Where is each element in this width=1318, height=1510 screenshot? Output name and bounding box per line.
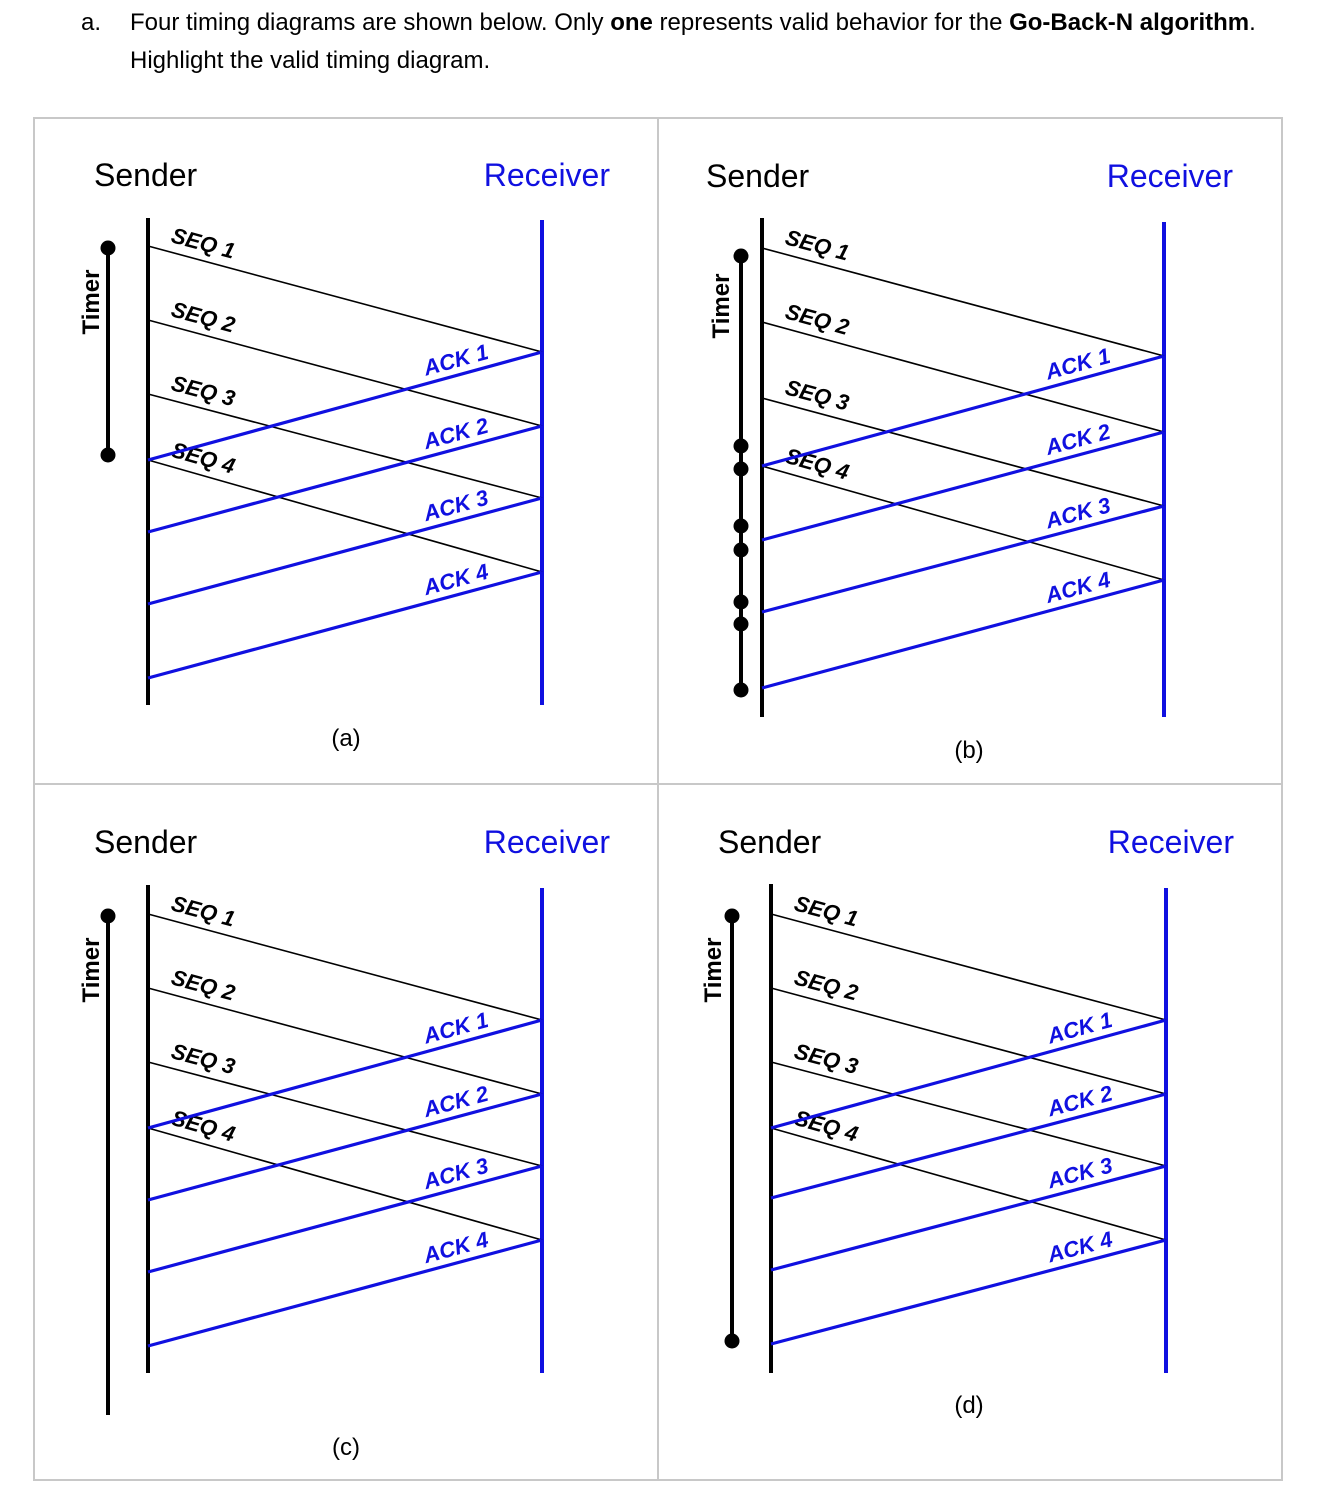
timer-dot — [100, 240, 116, 256]
ack-message-3 — [770, 1164, 1167, 1272]
seq-message-3 — [147, 1061, 543, 1167]
seq-message-3 — [761, 397, 1165, 507]
ack-message-4 — [147, 570, 543, 680]
timer-dot — [100, 908, 116, 924]
ack-message-2 — [770, 1092, 1167, 1200]
seq-message-4 — [761, 465, 1165, 581]
panel-caption: (a) — [331, 725, 360, 752]
ack-message-2 — [761, 430, 1165, 542]
ack-message-4 — [761, 578, 1165, 690]
timer-label: Timer — [700, 938, 727, 1003]
seq-label-2: SEQ 2 — [169, 965, 239, 1006]
panel-grid — [33, 117, 1283, 1481]
seq-label-2: SEQ 2 — [783, 299, 853, 340]
question-text-part: Four timing diagrams are shown below. On… — [130, 9, 611, 36]
timer-dot — [733, 518, 749, 534]
receiver-label: Receiver — [484, 824, 611, 860]
seq-message-2 — [770, 987, 1167, 1095]
seq-label-2: SEQ 2 — [169, 297, 239, 338]
timer-dot — [733, 616, 749, 632]
seq-label-1: SEQ 1 — [783, 225, 852, 266]
panel-caption: (d) — [954, 1392, 983, 1419]
ack-message-2 — [147, 1092, 543, 1202]
question-text-part: represents valid behavior for the — [652, 9, 1010, 36]
ack-message-3 — [147, 496, 543, 606]
timer: Timer — [78, 240, 116, 463]
timer: Timer — [708, 248, 749, 698]
timer-dot — [733, 438, 749, 454]
seq-message-2 — [147, 987, 543, 1095]
timer-dot — [724, 908, 740, 924]
seq-label-1: SEQ 1 — [792, 891, 861, 932]
timer-dot — [733, 542, 749, 558]
seq-label-3: SEQ 3 — [169, 1038, 238, 1079]
ack-message-4 — [770, 1238, 1167, 1346]
timer-dot — [733, 248, 749, 264]
sender-label: Sender — [94, 824, 198, 860]
ack-message-3 — [761, 504, 1165, 614]
seq-label-2: SEQ 2 — [792, 965, 862, 1006]
seq-message-4 — [147, 459, 543, 573]
timer-dot — [724, 1333, 740, 1349]
question-marker: a. — [81, 9, 102, 36]
timer-dot — [733, 682, 749, 698]
seq-label-1: SEQ 1 — [169, 891, 238, 932]
question-bold-algorithm: Go-Back-N algorithm — [1009, 9, 1250, 36]
timer-dot — [100, 447, 116, 463]
seq-message-1 — [147, 245, 543, 353]
ack-message-3 — [147, 1164, 543, 1274]
question: a. Four timing diagrams are shown below.… — [0, 0, 1318, 100]
question-text: Four timing diagrams are shown below. On… — [130, 4, 1270, 80]
timer-dot — [733, 594, 749, 610]
question-bold-one: one — [610, 9, 653, 36]
seq-message-4 — [147, 1127, 543, 1241]
receiver-label: Receiver — [1108, 824, 1235, 860]
seq-label-1: SEQ 1 — [169, 223, 238, 264]
timer-label: Timer — [708, 274, 735, 339]
question-text-part: . Highlight the valid timing diagram. — [130, 9, 1256, 74]
ack-message-2 — [147, 424, 543, 534]
receiver-label: Receiver — [484, 157, 611, 193]
seq-message-1 — [147, 913, 543, 1021]
timer: Timer — [78, 908, 116, 1415]
ack-message-1 — [761, 354, 1165, 468]
seq-label-3: SEQ 3 — [783, 375, 852, 416]
timer-label: Timer — [78, 270, 105, 335]
panel-caption: (c) — [332, 1434, 360, 1461]
seq-message-1 — [770, 913, 1167, 1021]
seq-message-4 — [770, 1127, 1167, 1241]
seq-label-3: SEQ 3 — [792, 1038, 861, 1079]
ack-message-1 — [770, 1018, 1167, 1130]
seq-message-3 — [770, 1061, 1167, 1167]
timer-label: Timer — [78, 938, 105, 1003]
timer: Timer — [700, 908, 740, 1349]
ack-message-1 — [147, 1018, 543, 1130]
seq-message-2 — [761, 321, 1165, 433]
sender-label: Sender — [94, 157, 198, 193]
sender-label: Sender — [706, 158, 810, 194]
seq-message-1 — [761, 247, 1165, 357]
seq-message-2 — [147, 319, 543, 427]
ack-message-1 — [147, 350, 543, 462]
panel-caption: (b) — [954, 737, 983, 764]
timer-dot — [733, 461, 749, 477]
receiver-label: Receiver — [1107, 158, 1234, 194]
seq-message-3 — [147, 393, 543, 499]
sender-label: Sender — [718, 824, 822, 860]
seq-label-3: SEQ 3 — [169, 370, 238, 411]
ack-message-4 — [147, 1238, 543, 1348]
